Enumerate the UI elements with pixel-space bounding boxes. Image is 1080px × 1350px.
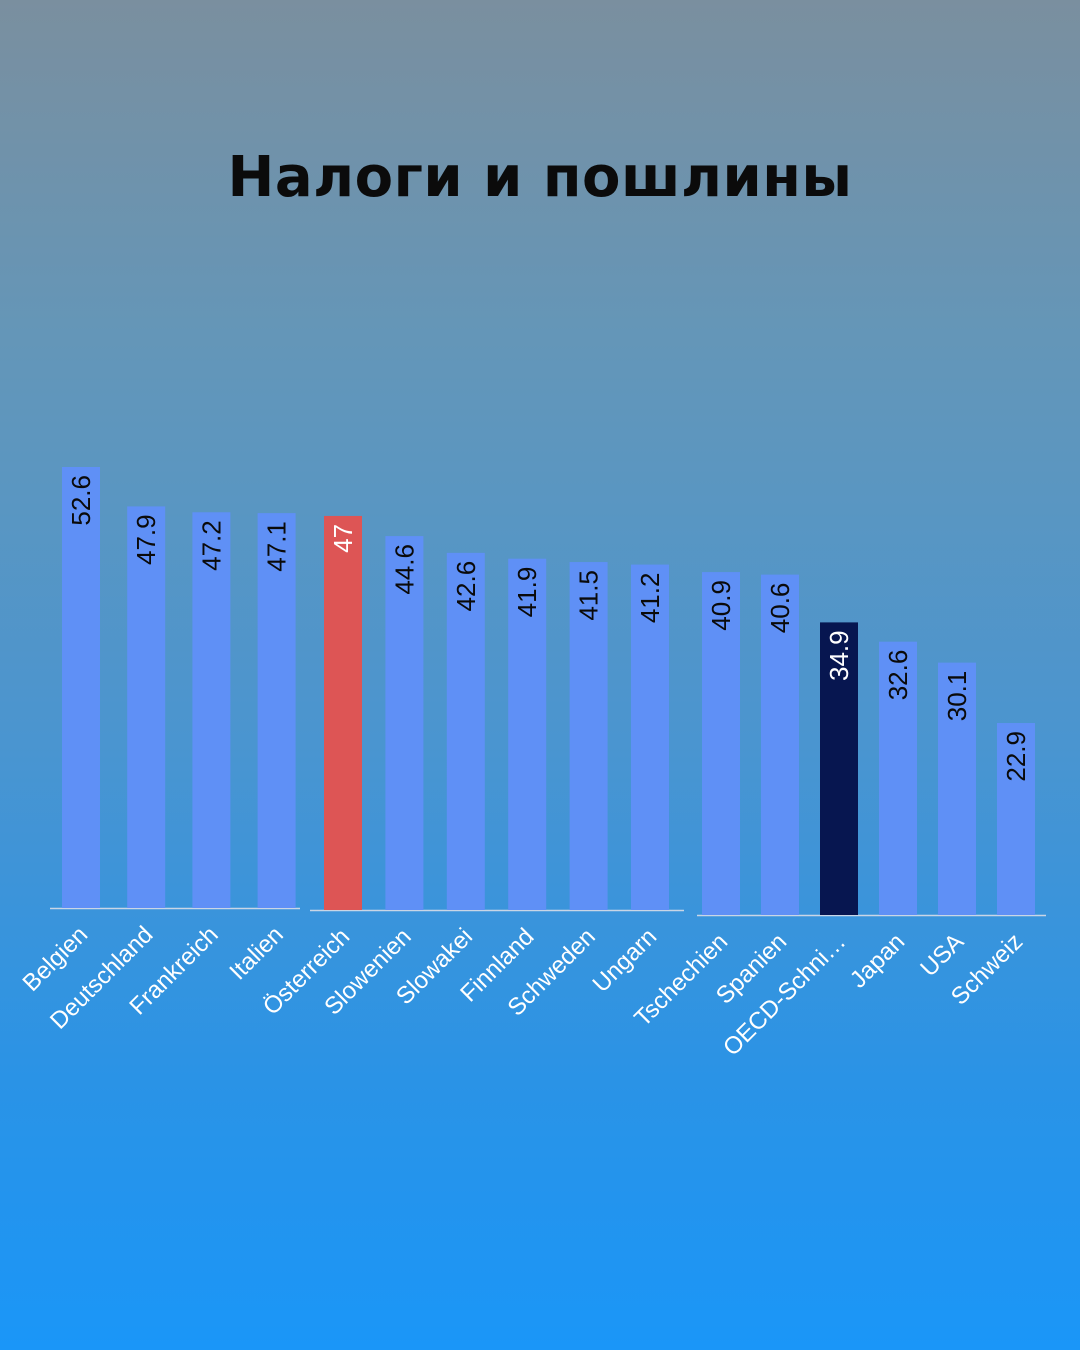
value-label: 22.9 <box>1001 731 1031 782</box>
value-label: 41.5 <box>574 570 604 621</box>
bar-belgien <box>62 467 100 908</box>
value-label: 34.9 <box>824 630 854 681</box>
value-label: 47.9 <box>131 514 161 565</box>
bar-schweiz <box>997 723 1035 915</box>
bar-oecd-schni- <box>820 622 858 915</box>
bar-finnland <box>508 558 547 910</box>
value-label: 40.9 <box>706 580 736 631</box>
category-label: Ungarn <box>587 923 662 998</box>
bar-deutschland <box>127 506 166 908</box>
category-label: Italien <box>224 921 288 985</box>
bar-tschechien <box>702 572 740 915</box>
bar-usa <box>938 662 976 915</box>
chart-title: Налоги и пошлины <box>227 145 853 210</box>
value-label: 52.6 <box>66 475 96 526</box>
value-label: 47.2 <box>196 520 226 571</box>
category-label: Japan <box>845 928 910 993</box>
bar-japan <box>879 641 917 915</box>
bar-österreich <box>324 515 362 910</box>
bar-slowenien <box>385 536 424 910</box>
bar-frankreich <box>192 512 231 908</box>
bar-schweden <box>569 562 608 910</box>
value-label: 42.6 <box>451 561 481 612</box>
value-label: 47 <box>328 524 358 553</box>
value-label: 41.2 <box>635 573 665 624</box>
value-label: 32.6 <box>883 650 913 701</box>
value-label: 44.6 <box>389 544 419 595</box>
value-label: 47.1 <box>262 521 292 572</box>
value-label: 30.1 <box>942 671 972 722</box>
bar-spanien <box>761 574 799 915</box>
bar-slowakei <box>446 552 485 910</box>
value-label: 41.9 <box>512 567 542 618</box>
bar-ungarn <box>631 564 669 910</box>
category-label: USA <box>915 928 969 982</box>
value-label: 40.6 <box>765 583 795 634</box>
bar-italien <box>257 513 296 908</box>
